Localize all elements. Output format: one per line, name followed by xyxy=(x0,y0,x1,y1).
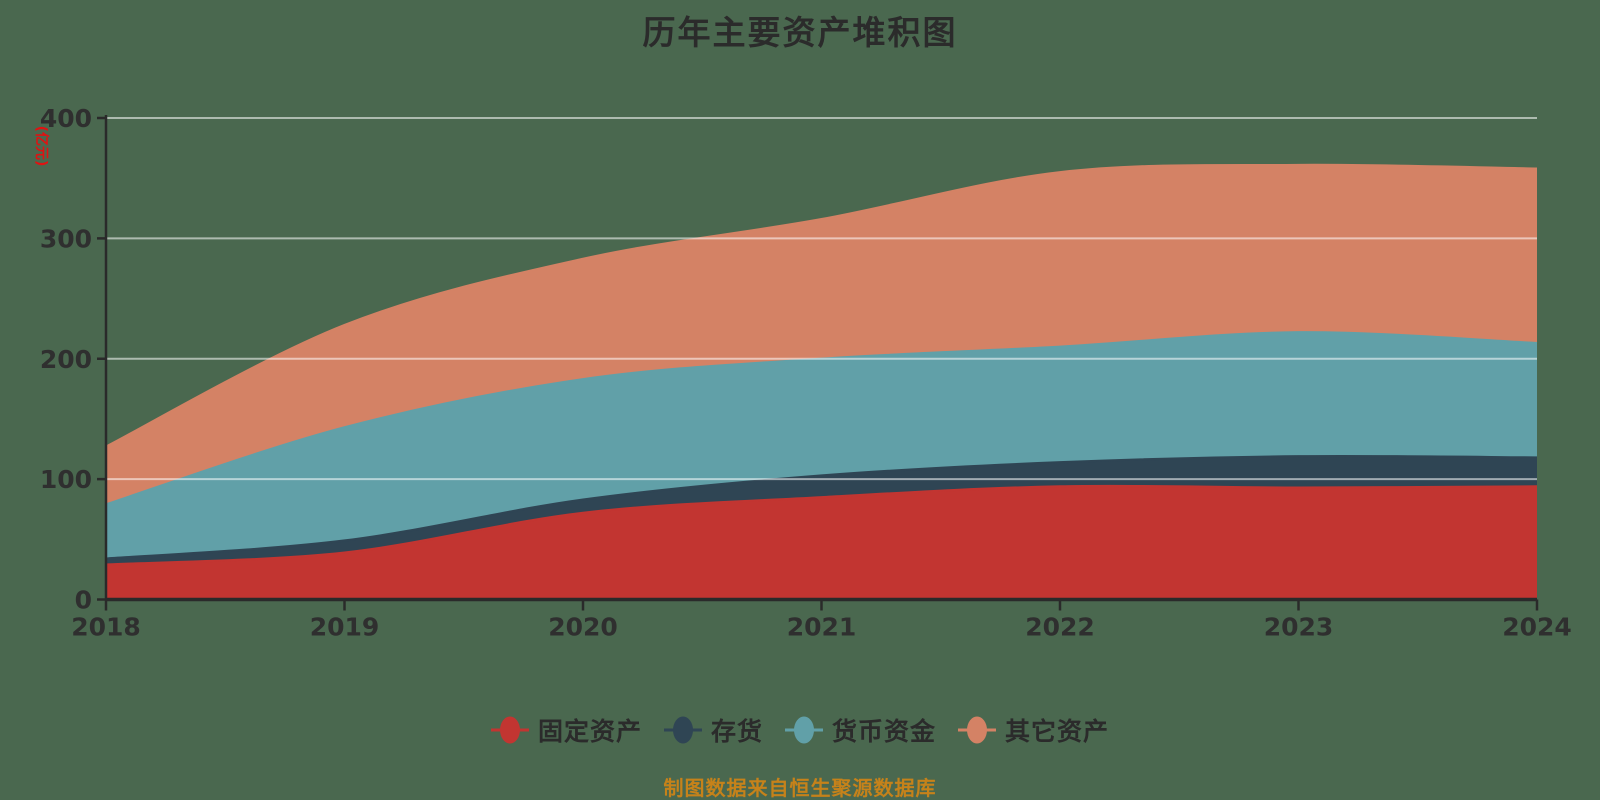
x-tick-label-2018: 2018 xyxy=(71,613,141,642)
line-series-3 xyxy=(105,163,1538,448)
x-tick-label-2021: 2021 xyxy=(787,613,857,642)
legend-label: 固定资产 xyxy=(537,717,642,746)
y-tick-label-0: 0 xyxy=(75,586,92,615)
area-series-1[interactable] xyxy=(106,456,1537,565)
line-series-1 xyxy=(105,454,1538,560)
area-series-0[interactable] xyxy=(106,485,1537,600)
legend: 固定资产 存货 货币资金 其它资产 xyxy=(0,712,1600,748)
x-tick-label-2022: 2022 xyxy=(1025,613,1095,642)
legend-item-1[interactable]: 存货 xyxy=(663,712,763,748)
line-series-0 xyxy=(105,484,1538,566)
legend-marker-icon xyxy=(785,716,823,744)
x-tick-label-2019: 2019 xyxy=(310,613,380,642)
y-tick-label-200: 200 xyxy=(40,345,92,374)
x-tick-label-2020: 2020 xyxy=(548,613,618,642)
y-axis-unit-label: (亿元) xyxy=(33,125,49,167)
legend-item-2[interactable]: 货币资金 xyxy=(785,712,936,748)
legend-marker-icon xyxy=(490,716,529,744)
legend-label: 其它资产 xyxy=(1005,717,1110,746)
area-series-3[interactable] xyxy=(106,164,1537,505)
chart-title: 历年主要资产堆积图 xyxy=(642,13,958,52)
legend-marker-icon xyxy=(958,716,997,744)
x-tick-label-2023: 2023 xyxy=(1264,613,1334,642)
data-source-caption: 制图数据来自恒生聚源数据库 xyxy=(663,776,937,800)
legend-item-0[interactable]: 固定资产 xyxy=(490,712,642,748)
legend-label: 货币资金 xyxy=(832,717,937,746)
legend-marker-icon xyxy=(663,716,702,744)
area-series-2[interactable] xyxy=(106,332,1537,559)
y-tick-label-300: 300 xyxy=(40,224,92,253)
legend-label: 存货 xyxy=(710,717,763,746)
y-tick-label-100: 100 xyxy=(40,465,92,494)
y-tick-label-400: 400 xyxy=(40,104,92,133)
x-tick-label-2024: 2024 xyxy=(1502,613,1572,642)
legend-item-3[interactable]: 其它资产 xyxy=(958,712,1109,748)
